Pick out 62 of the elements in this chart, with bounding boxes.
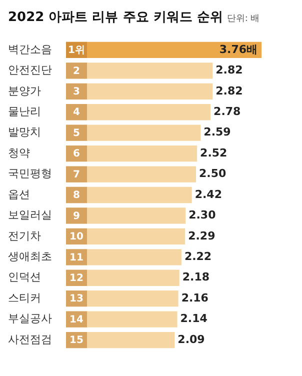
chart-title: 2022 아파트 리뷰 주요 키워드 순위 bbox=[8, 9, 223, 26]
bar bbox=[66, 208, 186, 224]
chart-subtitle: 단위: 배 bbox=[226, 13, 260, 25]
y-tick-label: 국민평형 bbox=[8, 167, 52, 180]
data-label: 2.29 bbox=[188, 229, 216, 242]
data-label: 2.14 bbox=[180, 312, 208, 326]
data-label: 2.78 bbox=[214, 104, 241, 118]
bar bbox=[66, 83, 213, 100]
data-label: 2.52 bbox=[200, 146, 228, 160]
annotation: 12 bbox=[70, 272, 84, 284]
data-label: 2.16 bbox=[181, 291, 209, 304]
bar bbox=[66, 42, 262, 58]
annotation: 3 bbox=[73, 86, 80, 98]
bar bbox=[66, 332, 175, 348]
data-label: 2.82 bbox=[216, 84, 243, 98]
y-tick-label: 부실공사 bbox=[8, 312, 52, 326]
data-label: 2.42 bbox=[194, 188, 222, 201]
data-label: 2.82 bbox=[216, 64, 243, 77]
y-tick-label: 청약 bbox=[8, 146, 30, 160]
y-tick-label: 전기차 bbox=[8, 229, 41, 242]
bar bbox=[66, 249, 182, 266]
bar bbox=[66, 270, 180, 286]
data-label: 3.76배 bbox=[219, 42, 258, 56]
bar bbox=[66, 124, 201, 141]
annotation: 5 bbox=[73, 128, 80, 139]
y-tick-label: 스티커 bbox=[8, 291, 41, 304]
annotation: 14 bbox=[70, 314, 84, 326]
data-label: 2.59 bbox=[204, 126, 231, 139]
annotation: 15 bbox=[70, 335, 84, 346]
bar bbox=[66, 311, 178, 328]
annotation: 6 bbox=[73, 148, 80, 160]
annotation: 7 bbox=[73, 169, 80, 180]
y-tick-label: 벽간소음 bbox=[8, 42, 52, 56]
data-label: 2.09 bbox=[178, 332, 205, 346]
y-tick-label: 물난리 bbox=[8, 104, 41, 118]
y-tick-label: 보일러실 bbox=[8, 208, 52, 222]
annotation: 4 bbox=[73, 107, 80, 118]
y-tick-label: 사전점검 bbox=[8, 332, 52, 346]
bar bbox=[66, 290, 178, 307]
y-tick-label: 안전진단 bbox=[8, 64, 52, 77]
data-label: 2.22 bbox=[184, 250, 212, 264]
bar bbox=[66, 62, 213, 79]
annotation: 13 bbox=[70, 294, 84, 305]
annotation: 10 bbox=[70, 232, 84, 243]
y-tick-label: 생애최초 bbox=[8, 250, 52, 264]
annotation: 2 bbox=[73, 66, 80, 77]
y-tick-label: 인덕션 bbox=[8, 270, 41, 284]
bar bbox=[66, 228, 186, 245]
bar bbox=[66, 186, 192, 204]
annotation: 9 bbox=[73, 210, 80, 222]
y-tick-label: 옵션 bbox=[8, 188, 30, 201]
data-label: 2.30 bbox=[188, 208, 216, 222]
y-tick-label: 발망치 bbox=[8, 126, 41, 139]
annotation: 8 bbox=[73, 190, 80, 202]
annotation: 1위 bbox=[68, 45, 85, 56]
data-label: 2.18 bbox=[182, 270, 210, 284]
bar bbox=[66, 104, 211, 120]
annotation: 11 bbox=[70, 252, 84, 264]
bar bbox=[66, 145, 198, 162]
bar bbox=[66, 166, 196, 182]
y-tick-label: 분양가 bbox=[8, 84, 41, 98]
data-label: 2.50 bbox=[199, 167, 226, 180]
